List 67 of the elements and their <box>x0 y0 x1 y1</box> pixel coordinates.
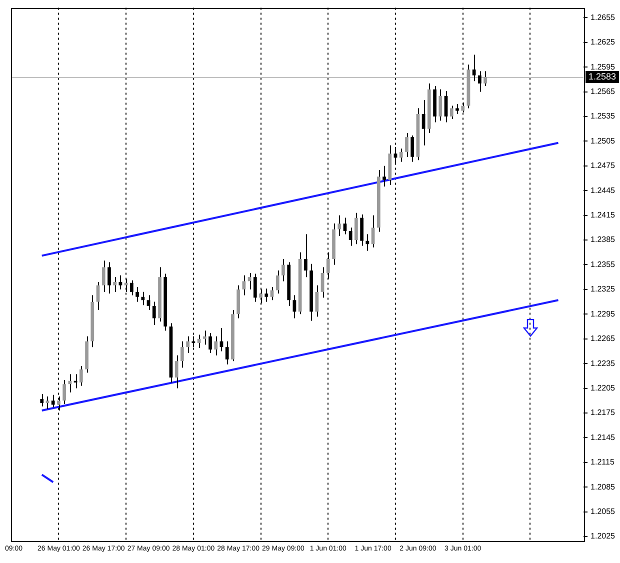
candlestick <box>113 276 117 292</box>
candlestick <box>304 234 308 278</box>
candlestick <box>360 214 364 246</box>
candlestick <box>338 214 342 236</box>
candlestick <box>180 340 184 368</box>
candlestick <box>450 105 454 120</box>
candlestick <box>141 291 145 306</box>
candlestick <box>51 394 55 408</box>
y-tick-label: 1.2145 <box>590 432 616 442</box>
candlestick <box>484 70 487 87</box>
candlestick <box>438 88 442 122</box>
candlestick <box>399 148 403 162</box>
candlestick <box>422 100 426 146</box>
candlestick <box>118 274 122 290</box>
candlestick <box>382 165 386 187</box>
candlestick <box>152 301 156 326</box>
candlestick <box>366 234 370 252</box>
candlestick <box>136 286 139 302</box>
y-tick-label: 1.2595 <box>590 62 616 72</box>
y-tick-label: 1.2625 <box>590 38 616 47</box>
y-tick-label: 1.2085 <box>590 482 616 492</box>
y-tick-label: 1.2505 <box>590 136 616 146</box>
candlestick <box>214 336 218 356</box>
y-tick-label: 1.2175 <box>590 408 616 418</box>
candlestick <box>253 273 257 302</box>
y-tick-label: 1.2385 <box>590 235 616 244</box>
candlestick <box>410 134 414 162</box>
candlestick <box>478 70 482 92</box>
candlestick <box>102 260 106 292</box>
ref-line-label: 1.2583 <box>588 71 616 82</box>
candlestick <box>242 274 246 296</box>
y-tick-label: 1.2415 <box>590 210 616 220</box>
candlestick <box>174 354 178 389</box>
candlestick <box>79 366 83 386</box>
candlestick <box>225 340 229 365</box>
y-tick-label: 1.2565 <box>590 87 616 96</box>
candlestick <box>348 227 352 246</box>
candlestick <box>208 332 212 354</box>
y-tick-label: 1.2445 <box>590 186 616 195</box>
y-tick-label: 1.2355 <box>590 260 616 269</box>
candlestick <box>354 212 358 245</box>
y-tick-label: 1.2265 <box>590 334 616 344</box>
candlestick <box>343 217 347 235</box>
candlestick <box>108 262 111 294</box>
candlestick <box>282 258 285 282</box>
candlestick <box>202 330 206 346</box>
y-tick-label: 1.2025 <box>590 532 616 541</box>
y-tick-label: 1.2655 <box>590 12 616 22</box>
y-tick-label: 1.2235 <box>590 358 616 368</box>
candlestick <box>472 54 476 82</box>
candlestick <box>62 380 66 404</box>
candlestick <box>315 284 319 318</box>
y-tick-label: 1.2115 <box>590 458 615 467</box>
candlestick <box>186 336 190 354</box>
candlestick <box>405 132 408 158</box>
candlestick <box>276 270 280 294</box>
y-tick-label: 1.2325 <box>590 284 616 294</box>
candlestick <box>130 280 134 296</box>
candlestick <box>264 288 268 302</box>
y-tick-label: 1.2535 <box>590 112 616 121</box>
y-tick-label: 1.2295 <box>590 309 616 318</box>
y-tick-label: 1.2055 <box>590 506 616 516</box>
y-tick-label: 1.2205 <box>590 383 616 392</box>
candlestick <box>146 294 150 311</box>
candlestick <box>46 396 50 410</box>
candlestick <box>40 394 44 407</box>
y-tick-label: 1.2475 <box>590 161 616 170</box>
